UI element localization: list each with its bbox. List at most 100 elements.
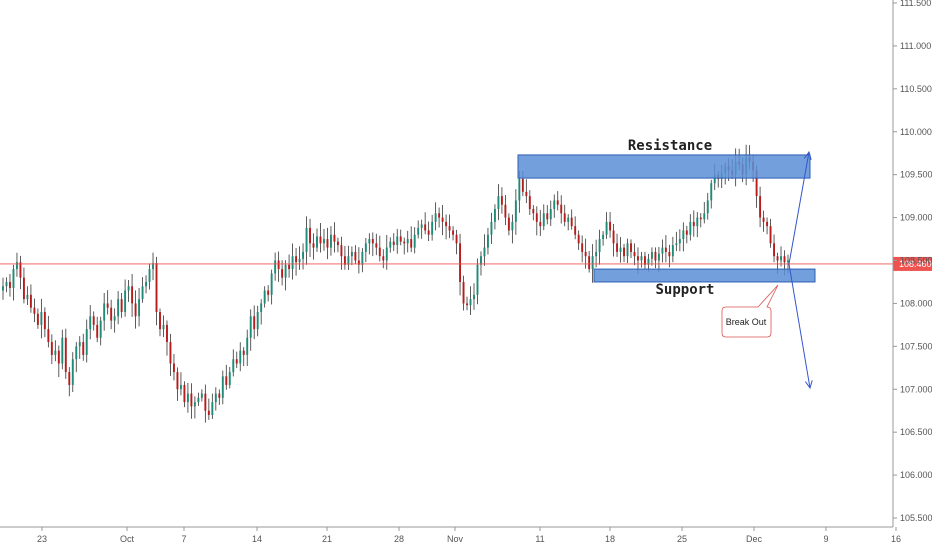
- candle-body: [9, 281, 11, 288]
- candle-body: [776, 256, 779, 261]
- candle-body: [78, 342, 81, 347]
- candle-body: [385, 247, 388, 261]
- candle-body: [445, 221, 448, 227]
- candle-body: [68, 372, 71, 385]
- candle-body: [413, 234, 416, 248]
- candle-body: [637, 256, 639, 261]
- candle-body: [410, 239, 413, 248]
- candle-body: [323, 239, 325, 244]
- x-tick-label: Oct: [120, 534, 135, 544]
- y-tick-label: 109.000: [900, 213, 932, 223]
- candle-body: [671, 245, 674, 257]
- candle-body: [284, 264, 287, 278]
- candle-body: [291, 256, 294, 270]
- candle-body: [193, 402, 196, 407]
- candle-body: [343, 256, 346, 265]
- candle-body: [162, 324, 165, 330]
- candle-body: [633, 251, 636, 257]
- candle-body: [706, 200, 709, 214]
- candle-body: [357, 260, 360, 265]
- candle-body: [783, 256, 786, 263]
- candle-body: [469, 299, 472, 306]
- candle-body: [183, 384, 186, 403]
- x-tick-label: 23: [37, 534, 47, 544]
- y-tick-label: 110.000: [900, 127, 932, 137]
- down-arrow: [788, 263, 811, 389]
- candle-body: [312, 243, 315, 248]
- candle-body: [134, 303, 137, 317]
- candle-body: [103, 303, 106, 321]
- candle-body: [623, 247, 625, 257]
- candle-body: [619, 247, 622, 252]
- candle-body: [539, 221, 542, 227]
- candle-body: [350, 251, 353, 257]
- candle-body: [316, 236, 318, 248]
- candle-body: [542, 213, 545, 227]
- candle-body: [448, 226, 451, 231]
- y-tick-label: 109.500: [900, 170, 932, 180]
- candle-body: [605, 221, 608, 235]
- candle-body: [563, 213, 566, 222]
- resistance-label: Resistance: [628, 138, 712, 154]
- annotations: 108.460 Resistance Support Break Out: [0, 138, 932, 390]
- candle-body: [274, 260, 277, 274]
- current-price-label: 108.460: [899, 259, 932, 269]
- candle-body: [326, 239, 329, 248]
- candle-body: [682, 230, 685, 240]
- candle-body: [602, 234, 605, 240]
- candle-body: [347, 256, 350, 265]
- x-tick-label: 14: [252, 534, 262, 544]
- candle-body: [166, 324, 168, 343]
- candle-body: [664, 247, 667, 252]
- candle-body: [511, 221, 514, 231]
- candle-body: [200, 393, 203, 398]
- candle-body: [466, 303, 468, 306]
- candle-body: [452, 230, 455, 235]
- candle-body: [186, 393, 189, 403]
- candle-body: [15, 262, 18, 270]
- y-tick-label: 106.500: [900, 427, 932, 437]
- candle-body: [486, 234, 489, 248]
- x-tick-label: 25: [677, 534, 687, 544]
- candle-body: [305, 227, 308, 252]
- candle-body: [159, 312, 161, 330]
- candle-body: [661, 247, 664, 254]
- candle-body: [570, 217, 573, 227]
- zones: [517, 154, 816, 283]
- candle-body: [110, 307, 113, 321]
- candle-body: [75, 346, 78, 360]
- candle-body: [295, 256, 298, 263]
- candle-body: [780, 256, 782, 261]
- candle-body: [612, 230, 615, 244]
- candle-body: [89, 316, 92, 330]
- candle-body: [476, 264, 479, 295]
- support-label: Support: [655, 282, 714, 298]
- candle-body: [43, 312, 46, 330]
- candle-body: [459, 243, 462, 282]
- candle-body: [288, 264, 291, 270]
- candle-body: [61, 337, 64, 364]
- candle-body: [267, 290, 270, 295]
- candle-body: [755, 170, 758, 197]
- candle-body: [319, 236, 322, 244]
- candle-body: [5, 281, 8, 287]
- candle-body: [40, 312, 43, 325]
- candle-body: [616, 243, 619, 252]
- candle-body: [302, 251, 305, 259]
- candle-body: [131, 286, 134, 304]
- candle-body: [588, 256, 591, 270]
- candle-body: [270, 273, 273, 295]
- candle-body: [2, 286, 4, 291]
- candle-body: [172, 363, 175, 373]
- candle-body: [249, 316, 252, 338]
- candle-body: [769, 226, 772, 244]
- candle-body: [207, 410, 210, 415]
- candle-body: [650, 251, 653, 259]
- candle-body: [549, 209, 552, 220]
- down-arrow-head: [804, 380, 813, 390]
- candle-body: [99, 320, 102, 338]
- candle-body: [364, 243, 367, 252]
- candle-body: [256, 312, 259, 330]
